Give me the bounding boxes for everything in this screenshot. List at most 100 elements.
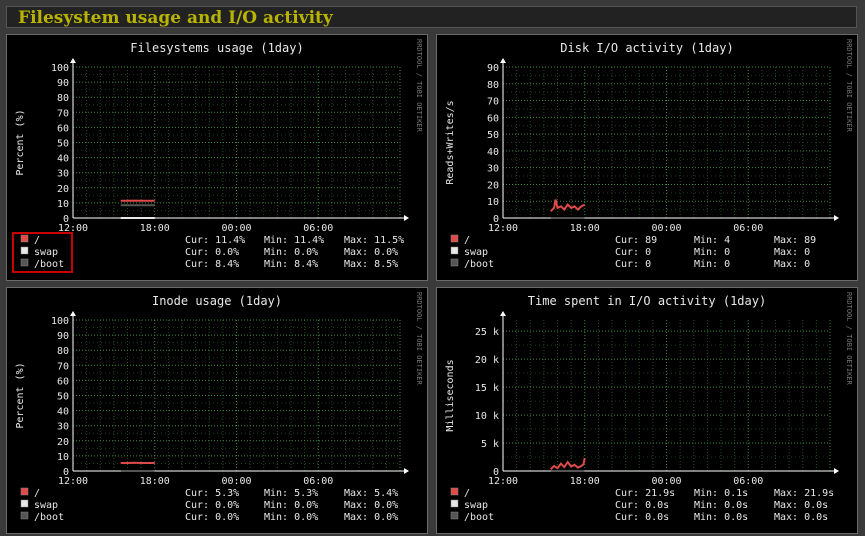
legend-min: Min: 0.1s: [694, 488, 748, 499]
y-tick-label: 25 k: [475, 327, 499, 338]
legend-max: Max: 89: [774, 235, 816, 246]
y-tick-label: 80: [57, 346, 69, 357]
x-axis-arrow: [404, 468, 409, 474]
gray-square-icon: [450, 511, 459, 520]
series-line-root: [550, 457, 586, 471]
chart-title: Time spent in I/O activity (1day): [528, 294, 766, 308]
y-tick-label: 70: [57, 108, 69, 119]
legend-cur: Cur: 0.0%: [185, 500, 239, 511]
legend-label: /: [34, 488, 40, 499]
y-tick-label: 90: [487, 63, 499, 74]
legend-label: swap: [34, 500, 58, 511]
legend-max: Max: 0: [774, 247, 810, 258]
chart-title: Disk I/O activity (1day): [560, 41, 733, 55]
legend-min: Min: 5.3%: [264, 488, 318, 499]
y-tick-label: 60: [57, 123, 69, 134]
y-tick-label: 15 k: [475, 383, 499, 394]
legend-max: Max: 11.5%: [344, 235, 404, 246]
x-tick-label: 06:00: [303, 476, 333, 487]
y-tick-label: 0: [63, 467, 69, 478]
legend-label: /: [34, 235, 40, 246]
y-tick-label: 90: [57, 78, 69, 89]
x-tick-label: 00:00: [221, 223, 251, 234]
legend-cur: Cur: 5.3%: [185, 488, 239, 499]
y-axis-label: Percent (%): [15, 109, 26, 175]
legend-max: Max: 0.0%: [344, 247, 398, 258]
red-square-icon: [450, 487, 459, 496]
y-tick-label: 0: [63, 214, 69, 225]
y-tick-label: 50: [57, 139, 69, 150]
white-square-icon: [20, 246, 29, 255]
chart-io-time: Time spent in I/O activity (1day) RRDTOOL…: [445, 292, 853, 523]
legend-min: Min: 11.4%: [264, 235, 324, 246]
legend-label: /boot: [464, 512, 494, 523]
x-tick-label: 12:00: [58, 223, 88, 234]
legend-label: swap: [34, 247, 58, 258]
legend-min: Min: 4: [694, 235, 730, 246]
legend-label: /boot: [34, 259, 64, 270]
x-tick-label: 00:00: [651, 476, 681, 487]
legend-cur: Cur: 0.0s: [615, 512, 669, 523]
y-tick-label: 40: [487, 147, 499, 158]
legend-cur: Cur: 0.0%: [185, 512, 239, 523]
legend-selection-box: [12, 232, 73, 273]
legend-max: Max: 0.0%: [344, 512, 398, 523]
y-tick-label: 60: [487, 113, 499, 124]
x-tick-label: 06:00: [303, 223, 333, 234]
y-tick-label: 100: [51, 63, 69, 74]
legend-min: Min: 0.0s: [694, 512, 748, 523]
white-square-icon: [20, 499, 29, 508]
y-axis-arrow: [70, 311, 76, 316]
y-axis-label: Percent (%): [15, 362, 26, 428]
x-axis-arrow: [834, 468, 839, 474]
chart-title: Inode usage (1day): [152, 294, 282, 308]
y-tick-label: 70: [487, 97, 499, 108]
legend-label: swap: [464, 247, 488, 258]
legend-max: Max: 21.9s: [774, 488, 834, 499]
y-tick-label: 10: [487, 197, 499, 208]
x-tick-label: 12:00: [488, 476, 518, 487]
y-tick-label: 10: [57, 452, 69, 463]
legend-min: Min: 0: [694, 259, 730, 270]
x-tick-label: 18:00: [140, 223, 170, 234]
legend-cur: Cur: 89: [615, 235, 657, 246]
panel-inode: Inode usage (1day) RRDTOOL / TOBI OETIKER…: [6, 287, 428, 534]
gray-square-icon: [20, 511, 29, 520]
y-tick-label: 80: [487, 80, 499, 91]
x-tick-label: 12:00: [58, 476, 88, 487]
y-tick-label: 50: [487, 130, 499, 141]
y-tick-label: 40: [57, 154, 69, 165]
legend-max: Max: 0.0s: [774, 512, 828, 523]
page-title: Filesystem usage and I/O activity: [18, 8, 333, 28]
x-axis-arrow: [834, 215, 839, 221]
gray-square-icon: [450, 258, 459, 267]
x-tick-label: 18:00: [570, 223, 600, 234]
y-tick-label: 30: [487, 164, 499, 175]
legend-cur: Cur: 8.4%: [185, 259, 239, 270]
x-tick-label: 00:00: [651, 223, 681, 234]
panel-disk-io: Disk I/O activity (1day) RRDTOOL / TOBI O…: [436, 34, 858, 281]
panel-io-time: Time spent in I/O activity (1day) RRDTOOL…: [436, 287, 858, 534]
y-tick-label: 20: [487, 180, 499, 191]
x-tick-label: 00:00: [221, 476, 251, 487]
y-axis-label: Reads+Writes/s: [445, 100, 456, 184]
x-tick-label: 06:00: [733, 223, 763, 234]
page-header: Filesystem usage and I/O activity: [6, 6, 857, 28]
legend-cur: Cur: 0.0%: [185, 247, 239, 258]
y-tick-label: 20 k: [475, 355, 499, 366]
watermark: RRDTOOL / TOBI OETIKER: [415, 292, 423, 386]
legend-max: Max: 0: [774, 259, 810, 270]
legend-min: Min: 0: [694, 247, 730, 258]
y-tick-label: 10: [57, 199, 69, 210]
y-tick-label: 30: [57, 422, 69, 433]
chart-inode: Inode usage (1day) RRDTOOL / TOBI OETIKER…: [15, 292, 423, 523]
legend-label: /boot: [34, 512, 64, 523]
watermark: RRDTOOL / TOBI OETIKER: [415, 39, 423, 133]
legend-min: Min: 0.0%: [264, 500, 318, 511]
y-tick-label: 90: [57, 331, 69, 342]
x-axis-arrow: [404, 215, 409, 221]
y-axis-arrow: [500, 58, 506, 63]
legend-label: /boot: [464, 259, 494, 270]
y-tick-label: 70: [57, 361, 69, 372]
legend-label: /: [464, 235, 470, 246]
